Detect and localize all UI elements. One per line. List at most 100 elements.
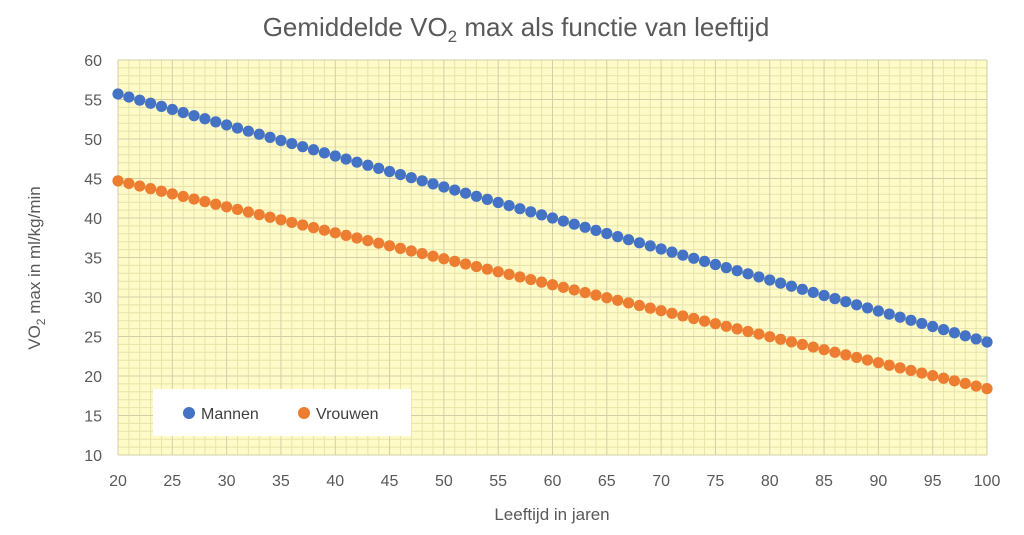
data-point-vrouwen <box>383 240 396 252</box>
data-point-mannen <box>253 128 265 140</box>
data-point-vrouwen <box>894 362 906 374</box>
legend-marker-mannen <box>183 407 195 419</box>
data-point-vrouwen <box>492 266 504 278</box>
data-point-mannen <box>557 215 569 227</box>
y-tick-label: 55 <box>84 93 102 110</box>
data-point-mannen <box>286 137 298 150</box>
data-point-mannen <box>807 286 819 299</box>
data-point-vrouwen <box>155 185 168 197</box>
data-point-mannen <box>264 131 276 143</box>
data-point-mannen <box>818 289 830 302</box>
data-point-mannen <box>655 243 667 255</box>
y-axis-title-subscript: 2 <box>34 318 48 325</box>
data-point-mannen <box>959 330 971 342</box>
data-point-vrouwen <box>622 297 635 309</box>
legend: Mannen Vrouwen <box>153 389 411 436</box>
data-point-vrouwen <box>514 271 526 283</box>
data-point-mannen <box>329 150 341 162</box>
data-point-vrouwen <box>297 219 309 231</box>
data-point-vrouwen <box>590 289 602 301</box>
data-point-vrouwen <box>525 273 537 286</box>
data-point-vrouwen <box>861 354 874 366</box>
legend-box <box>153 389 411 436</box>
data-point-mannen <box>916 317 928 330</box>
x-tick-labels: 20 25 30 35 40 45 50 55 60 65 70 75 80 85 90 95 100 <box>109 473 1000 490</box>
data-point-mannen <box>242 125 254 137</box>
data-point-mannen <box>796 283 808 295</box>
data-point-vrouwen <box>905 364 917 377</box>
data-point-mannen <box>351 156 363 168</box>
data-point-vrouwen <box>709 318 722 330</box>
x-tick-label: 55 <box>489 473 507 490</box>
x-tick-label: 45 <box>381 473 399 490</box>
y-tick-label: 35 <box>84 251 102 268</box>
data-point-mannen <box>221 119 233 131</box>
y-tick-label: 10 <box>84 448 102 465</box>
y-tick-label: 60 <box>84 53 102 70</box>
data-point-vrouwen <box>460 258 472 270</box>
data-point-mannen <box>829 293 841 305</box>
data-point-vrouwen <box>546 279 559 291</box>
data-point-vrouwen <box>199 196 211 208</box>
data-point-vrouwen <box>427 250 439 262</box>
data-point-vrouwen <box>818 344 830 356</box>
data-point-vrouwen <box>688 312 700 325</box>
data-point-mannen <box>937 324 950 336</box>
data-point-vrouwen <box>351 232 363 244</box>
data-point-vrouwen <box>775 333 787 345</box>
data-point-vrouwen <box>123 177 135 190</box>
data-point-mannen <box>383 165 396 178</box>
data-point-mannen <box>297 141 309 153</box>
data-point-vrouwen <box>568 284 580 296</box>
data-point-mannen <box>275 134 287 147</box>
data-point-mannen <box>470 190 483 202</box>
data-point-mannen <box>546 212 559 224</box>
x-tick-label: 30 <box>218 473 236 490</box>
data-point-vrouwen <box>166 188 178 200</box>
data-point-mannen <box>872 305 884 317</box>
data-point-vrouwen <box>612 294 624 306</box>
y-tick-label: 15 <box>84 409 102 426</box>
y-tick-label: 25 <box>84 330 102 347</box>
data-point-vrouwen <box>231 203 244 216</box>
data-point-mannen <box>840 296 852 308</box>
data-point-mannen <box>677 249 689 261</box>
data-point-vrouwen <box>633 299 646 312</box>
data-point-mannen <box>731 265 743 277</box>
data-point-mannen <box>394 168 407 181</box>
y-axis-title-rest: max in ml/kg/min <box>25 186 44 318</box>
data-point-vrouwen <box>579 286 591 299</box>
data-point-vrouwen <box>840 349 852 361</box>
x-tick-label: 100 <box>974 473 1001 490</box>
data-point-vrouwen <box>286 216 298 229</box>
data-point-vrouwen <box>557 281 569 293</box>
x-tick-label: 50 <box>435 473 453 490</box>
x-tick-label: 60 <box>544 473 562 490</box>
data-point-mannen <box>318 147 330 159</box>
data-point-mannen <box>492 196 504 209</box>
data-point-mannen <box>764 274 776 286</box>
y-tick-label: 20 <box>84 369 102 386</box>
data-point-vrouwen <box>449 255 461 267</box>
y-tick-labels: 10 15 20 25 30 35 40 45 50 55 60 <box>84 53 102 465</box>
data-point-mannen <box>644 240 656 252</box>
data-point-vrouwen <box>188 193 200 205</box>
data-point-vrouwen <box>307 222 320 234</box>
chart-title-rest: max als functie van leeftijd <box>457 12 769 42</box>
data-point-mannen <box>460 187 472 199</box>
data-point-vrouwen <box>655 305 667 317</box>
data-point-vrouwen <box>503 268 515 280</box>
data-point-vrouwen <box>644 302 656 314</box>
data-point-vrouwen <box>340 229 352 242</box>
y-axis-title: VO2 max in ml/kg/min <box>25 186 48 350</box>
x-tick-label: 25 <box>163 473 181 490</box>
data-point-mannen <box>438 181 450 193</box>
x-tick-label: 75 <box>707 473 725 490</box>
data-point-vrouwen <box>872 357 884 369</box>
x-tick-label: 65 <box>598 473 616 490</box>
data-point-mannen <box>177 106 189 119</box>
data-point-vrouwen <box>481 263 493 275</box>
chart-title-subscript: 2 <box>448 27 457 46</box>
data-point-mannen <box>905 314 917 326</box>
x-tick-label: 35 <box>272 473 290 490</box>
